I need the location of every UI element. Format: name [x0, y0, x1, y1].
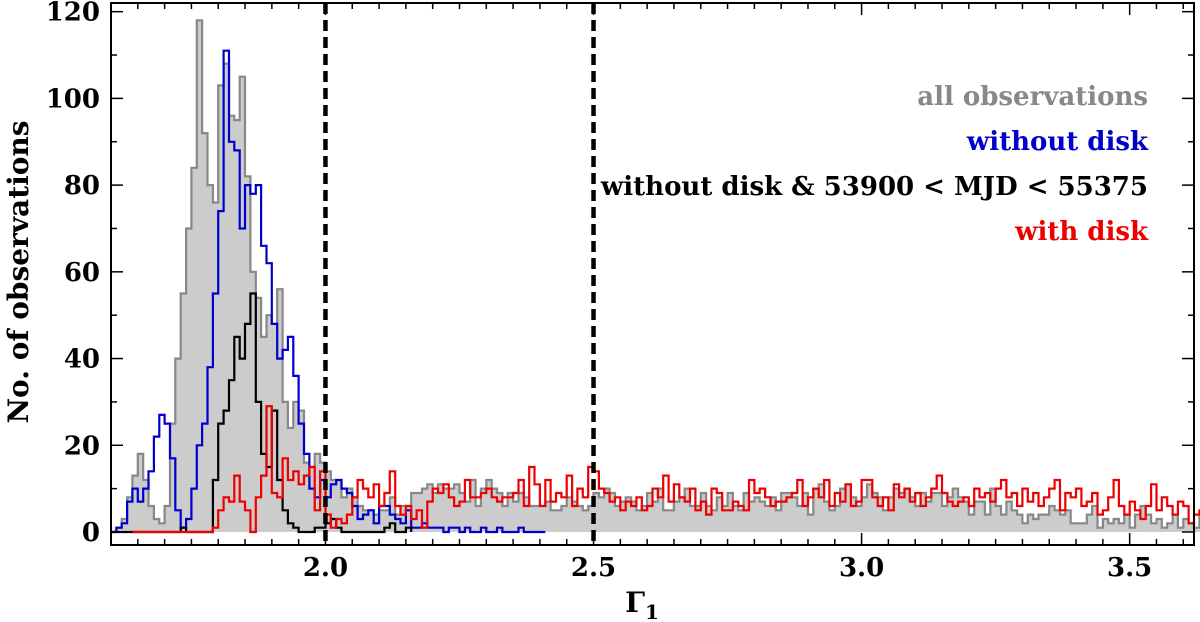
x-tick-label: 2.0 — [303, 553, 348, 583]
x-axis-title-main: Γ — [625, 586, 645, 619]
series-without-disk-53900-mjd-55375 — [111, 292, 413, 534]
x-tick-label: 2.5 — [571, 553, 616, 583]
legend-without-disk: without disk — [966, 127, 1149, 157]
x-axis-title-sub: 1 — [645, 600, 659, 622]
legend: all observations without disk without disk… — [600, 82, 1149, 247]
series-without-disk — [111, 49, 546, 534]
series-all-observations — [115, 19, 1200, 532]
legend-without-disk-53900-mjd-55375: without disk & 53900 < MJD < 55375 — [600, 172, 1148, 202]
y-tick-label: 40 — [64, 345, 100, 375]
x-tick-label: 3.5 — [1107, 553, 1152, 583]
x-tick-label: 3.0 — [839, 553, 884, 583]
y-tick-label: 120 — [46, 0, 100, 28]
y-tick-label: 20 — [64, 431, 100, 461]
y-tick-label: 0 — [82, 518, 100, 548]
axis-ticks: 2.0 2.5 3.0 3.5 0 20 40 60 80 100 120 — [46, 0, 1194, 583]
y-tick-label: 80 — [64, 171, 100, 201]
y-tick-label: 100 — [46, 84, 100, 114]
series-with-disk — [132, 405, 1200, 534]
y-axis-title: No. of observations — [2, 120, 35, 423]
histogram-layer — [111, 19, 1200, 534]
legend-with-disk: with disk — [1014, 217, 1149, 247]
legend-all-observations: all observations — [917, 82, 1148, 112]
y-tick-label: 60 — [64, 258, 100, 288]
reference-lines — [323, 3, 596, 545]
plot-frame — [110, 2, 1195, 546]
x-axis-title: Γ1 — [625, 586, 659, 622]
